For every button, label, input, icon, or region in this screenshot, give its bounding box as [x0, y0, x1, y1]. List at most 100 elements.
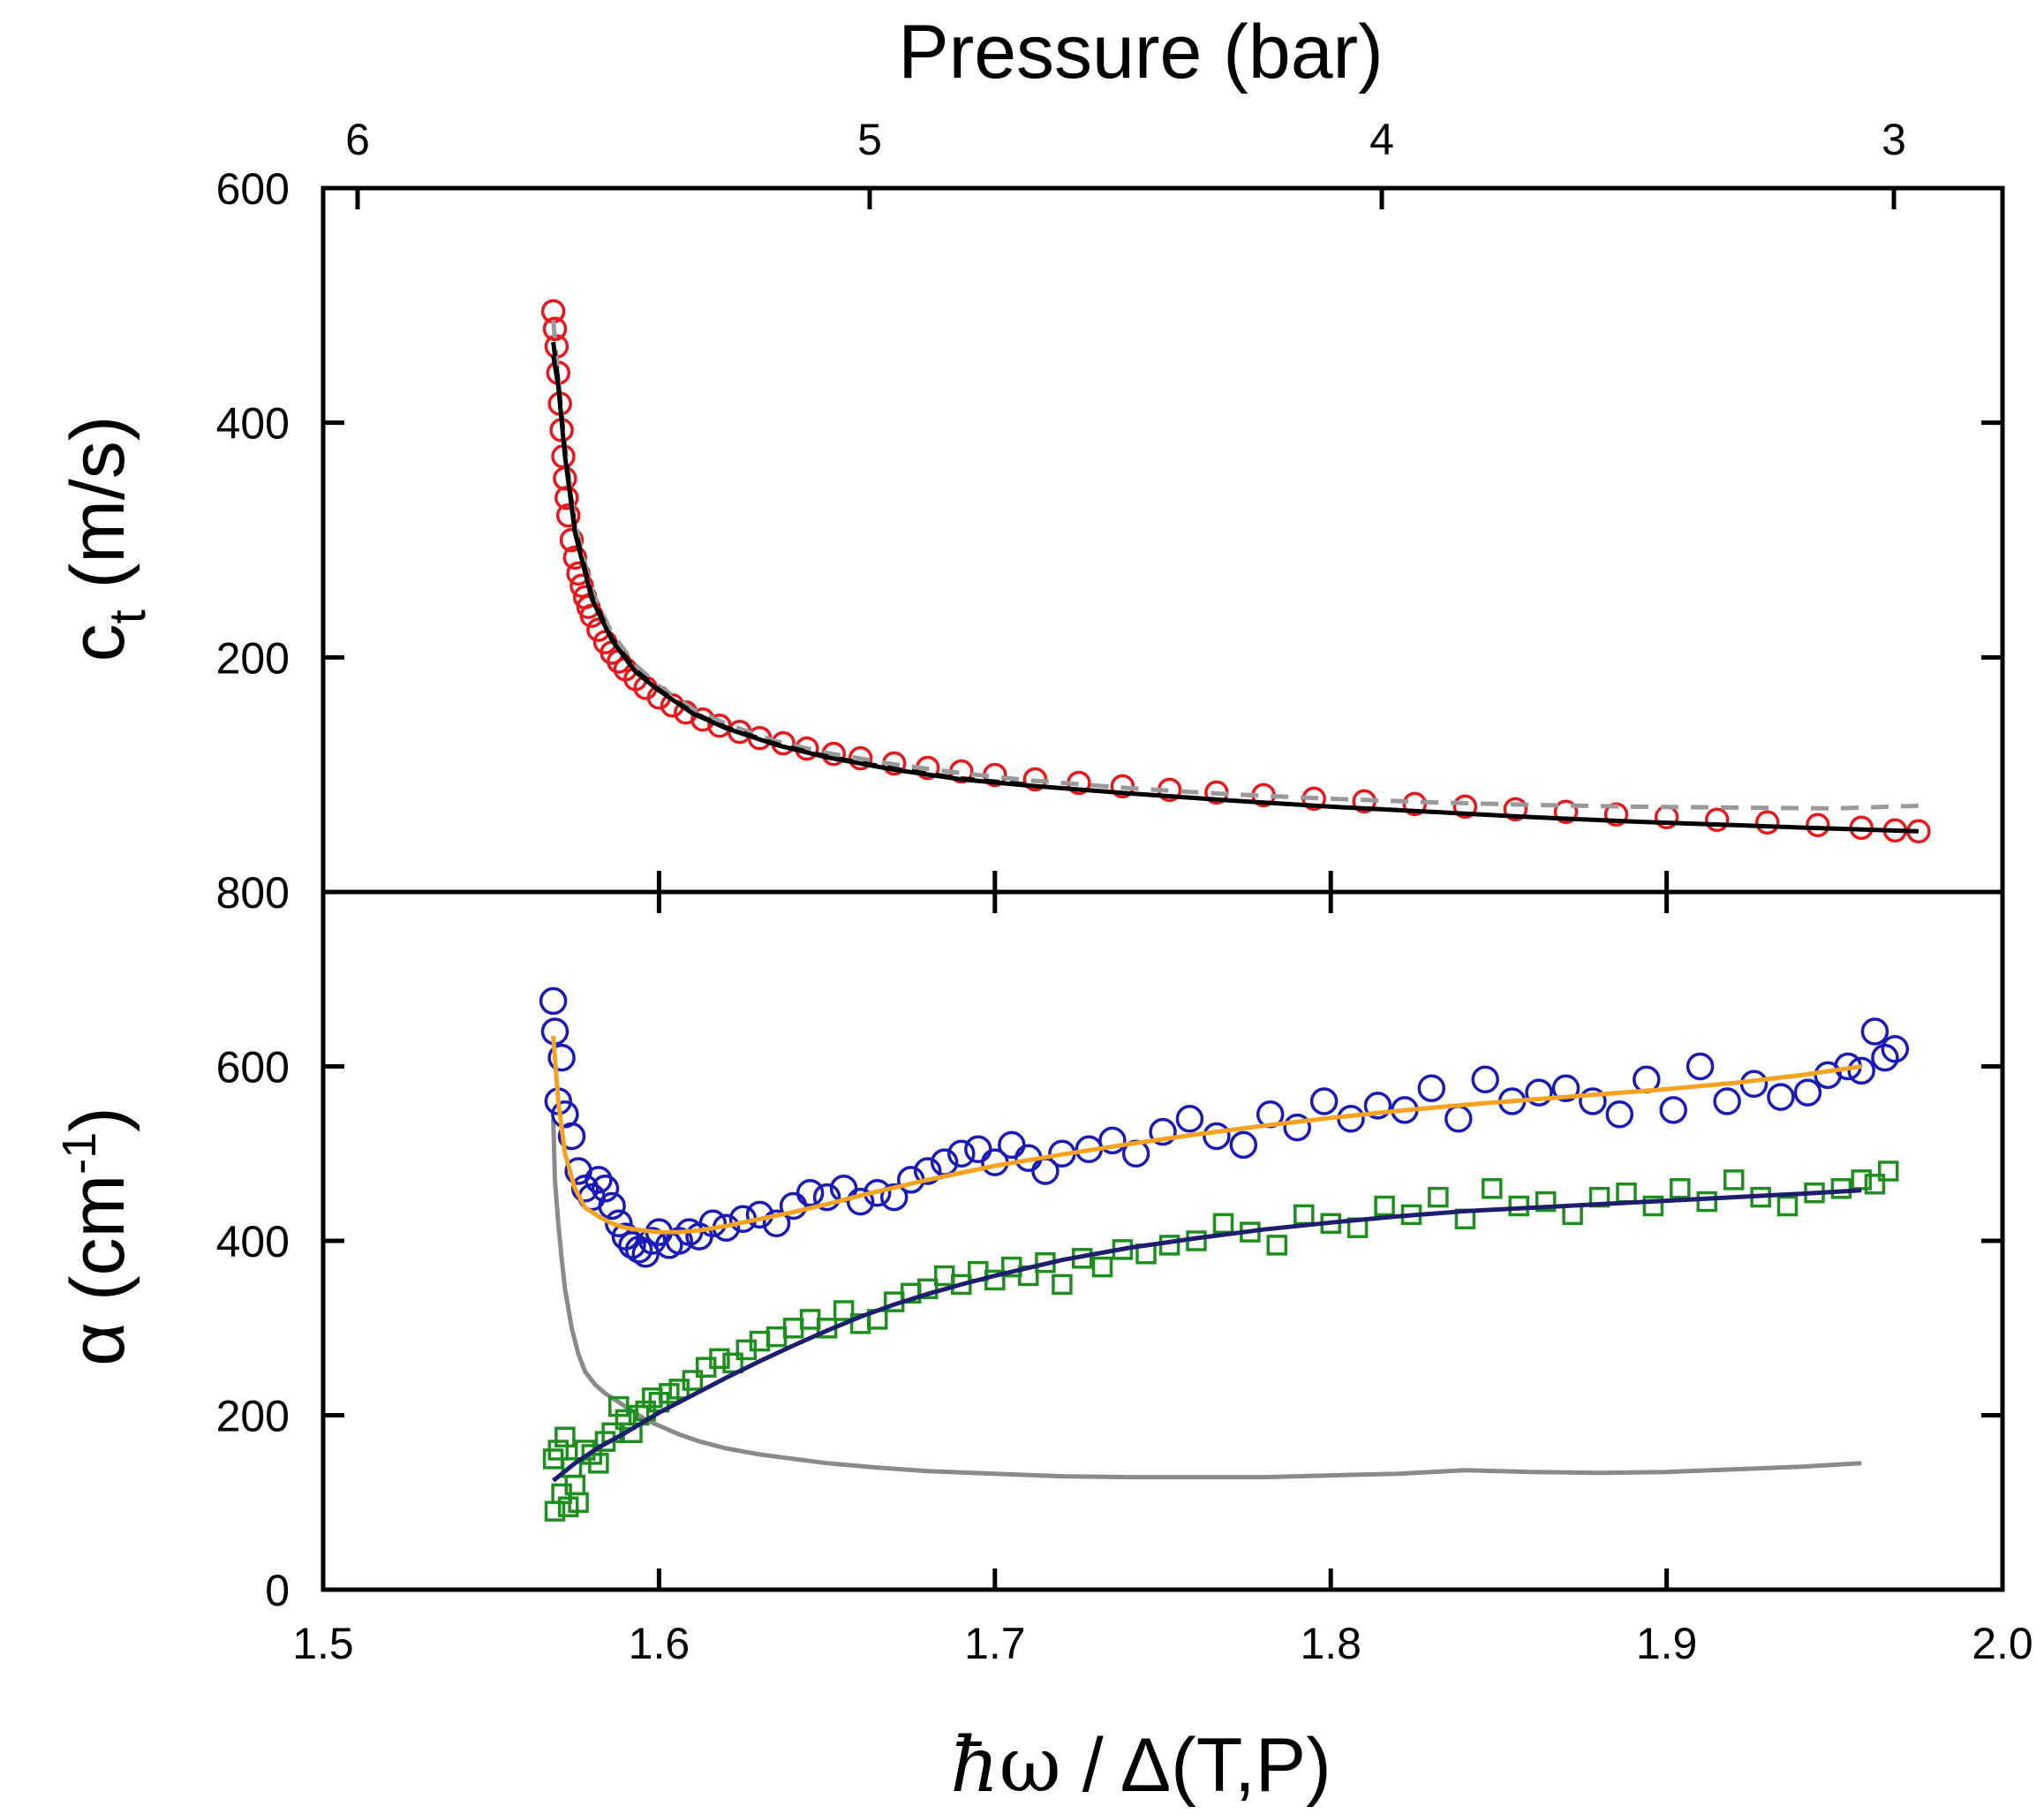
- data-point-circle: [1860, 1017, 1889, 1046]
- y-tick-label: 0: [265, 1566, 290, 1615]
- top-series-model-black-dashed--line: [551, 341, 1030, 787]
- labels-layer: Pressure (bar) ct (m/s) α (cm-1) ħω / Δ(…: [53, 10, 1384, 1810]
- x-tick-label: 1.8: [1300, 1619, 1361, 1668]
- bottom-ylabel-main: α (cm: [56, 1175, 140, 1366]
- x-tick-label: 1.7: [964, 1619, 1026, 1668]
- data-point-square: [709, 1348, 730, 1370]
- data-point-square: [782, 1318, 804, 1339]
- data-point-circle: [998, 1130, 1026, 1160]
- data-point-square: [1642, 1195, 1664, 1217]
- y-tick-label: 400: [216, 1217, 290, 1266]
- data-point-square: [833, 1300, 855, 1321]
- data-point-square: [1212, 1213, 1234, 1235]
- data-point-circle: [698, 1209, 728, 1238]
- data-point-square: [1616, 1182, 1637, 1204]
- data-point-square: [568, 1492, 589, 1514]
- data-point-square: [1723, 1169, 1745, 1190]
- data-point-circle: [559, 527, 585, 553]
- data-point-circle: [1098, 1126, 1127, 1155]
- data-point-circle: [1175, 1105, 1204, 1133]
- data-point-circle: [1283, 1113, 1311, 1142]
- data-point-square: [615, 1409, 637, 1431]
- data-point-square: [799, 1309, 821, 1330]
- top-axis-title: Pressure (bar): [898, 10, 1384, 94]
- data-point-square: [544, 1500, 566, 1522]
- data-point-circle: [1871, 1043, 1899, 1072]
- data-point-circle: [1713, 1087, 1741, 1115]
- data-point-circle: [1229, 1130, 1258, 1160]
- data-point-circle: [665, 1227, 693, 1255]
- top-ylabel-main: c: [56, 624, 140, 661]
- data-point-circle: [796, 1178, 825, 1207]
- data-point-circle: [569, 573, 594, 599]
- data-point-circle: [585, 1166, 613, 1194]
- data-point-square: [1696, 1190, 1717, 1213]
- y-tick-label: 200: [216, 1392, 290, 1441]
- axes-layer: [321, 185, 2005, 1592]
- top-y-axis-title: ct (m/s): [56, 416, 156, 662]
- data-point-circle: [1603, 802, 1629, 828]
- top-ylabel-rest: (m/s): [56, 416, 140, 610]
- data-point-square: [547, 1440, 569, 1461]
- data-point-circle: [1309, 1087, 1339, 1115]
- data-point-circle: [846, 1187, 875, 1216]
- data-point-circle: [1806, 813, 1830, 838]
- data-point-circle: [1793, 1078, 1822, 1107]
- data-point-circle: [554, 485, 579, 510]
- data-point-circle: [638, 1227, 667, 1255]
- data-point-circle: [1503, 797, 1528, 822]
- data-point-circle: [1363, 1092, 1392, 1120]
- data-point-circle: [631, 1240, 660, 1268]
- top-series-model-gray-dashed--line: [551, 320, 1919, 811]
- data-point-square: [1052, 1274, 1073, 1296]
- data-point-circle: [557, 1122, 586, 1151]
- data-point-circle: [1444, 1105, 1473, 1133]
- bottom-series-orange-fit-line: [551, 1035, 1862, 1235]
- data-point-circle: [1704, 807, 1730, 833]
- data-point-square: [1266, 1235, 1288, 1256]
- top-ylabel-sub: t: [99, 609, 156, 624]
- data-point-square: [1864, 1174, 1886, 1195]
- xlabel-hbar: ħ: [950, 1721, 999, 1810]
- data-point-circle: [1881, 1035, 1910, 1063]
- data-layer: [539, 299, 1931, 1522]
- data-point-square: [916, 1278, 939, 1300]
- x-axis-title: ħω / Δ(T,P): [950, 1721, 1331, 1810]
- data-point-square: [1776, 1195, 1799, 1217]
- data-point-circle: [947, 1139, 976, 1168]
- data-point-circle: [1417, 1074, 1446, 1102]
- data-point-square: [1428, 1186, 1449, 1208]
- xlabel-rest: / Δ(T,P): [1061, 1723, 1331, 1808]
- data-point-circle: [762, 1209, 791, 1238]
- data-point-circle: [1686, 1052, 1715, 1081]
- data-point-square: [1374, 1195, 1395, 1217]
- data-point-square: [1294, 1204, 1315, 1226]
- data-point-square: [766, 1326, 788, 1348]
- data-point-circle: [1525, 1078, 1553, 1107]
- x-tick-label: 1.5: [292, 1619, 354, 1668]
- data-point-circle: [1022, 767, 1048, 792]
- top-y-tick-label: 600: [216, 164, 290, 214]
- data-point-circle: [1767, 1083, 1795, 1111]
- data-point-square: [722, 1352, 743, 1374]
- x-tick-label: 1.9: [1636, 1619, 1698, 1668]
- data-point-square: [554, 1426, 576, 1447]
- data-point-circle: [1659, 1096, 1687, 1124]
- data-point-square: [682, 1370, 704, 1391]
- data-point-square: [1091, 1256, 1113, 1278]
- x-tick-label: 2.0: [1972, 1619, 2033, 1668]
- pressure-tick-label: 6: [345, 115, 370, 164]
- top-series-measured-c-t: [540, 299, 1931, 844]
- data-point-circle: [848, 745, 873, 771]
- bottom-ylabel-sup: -1: [53, 1132, 106, 1175]
- data-point-square: [1482, 1178, 1503, 1199]
- xlabel-omega: ω: [999, 1721, 1061, 1810]
- data-point-circle: [547, 1043, 576, 1072]
- data-point-square: [642, 1387, 663, 1409]
- data-point-circle: [1579, 1087, 1607, 1115]
- data-point-circle: [542, 316, 568, 342]
- data-point-square: [588, 1453, 609, 1474]
- bottom-series-blue-circles: [539, 986, 1910, 1268]
- data-point-circle: [1149, 1117, 1177, 1146]
